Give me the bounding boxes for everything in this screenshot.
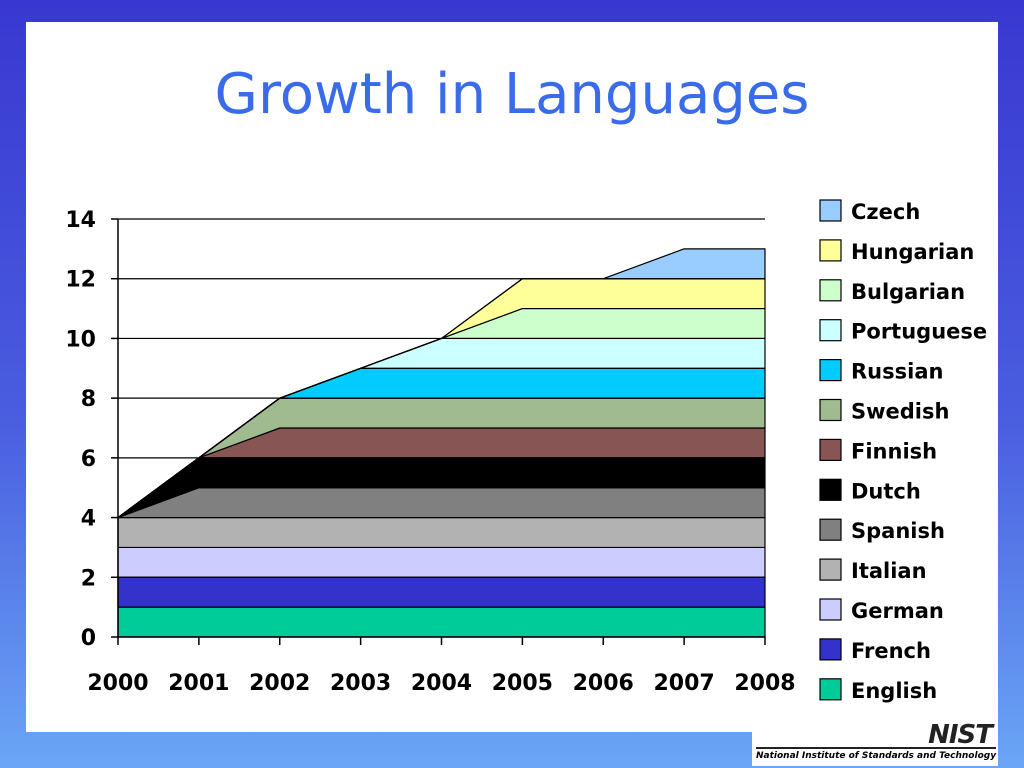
x-tick-label-2001: 2001 — [168, 671, 229, 696]
nist-logo: NIST National Institute of Standards and… — [752, 718, 998, 766]
legend-swatch-czech — [819, 199, 842, 222]
legend-item-swedish: Swedish — [819, 398, 949, 424]
legend-label-english: English — [851, 679, 937, 703]
area-french — [117, 576, 766, 608]
legend-swatch-dutch — [819, 478, 842, 501]
legend-item-czech: Czech — [819, 199, 920, 224]
legend-label-russian: Russian — [851, 360, 943, 384]
legend-item-spanish: Spanish — [819, 518, 945, 543]
chart-gridlines — [118, 218, 765, 578]
y-tick-label-14: 14 — [65, 208, 96, 233]
legend-label-czech: Czech — [851, 200, 920, 224]
legend-item-dutch: Dutch — [819, 478, 921, 503]
legend-swatch-german — [819, 598, 842, 621]
legend-label-dutch: Dutch — [851, 479, 921, 503]
legend-item-french: French — [819, 638, 931, 663]
legend-label-portuguese: Portuguese — [851, 320, 987, 344]
legend-label-swedish: Swedish — [851, 400, 949, 424]
slide-title: Growth in Languages — [214, 62, 810, 127]
legend-swatch-spanish — [819, 518, 842, 541]
legend-item-portuguese: Portuguese — [819, 319, 987, 344]
y-tick-label-4: 4 — [81, 507, 96, 532]
x-tick-label-2005: 2005 — [492, 671, 553, 696]
chart-areas — [117, 248, 766, 638]
x-tick-label-2004: 2004 — [411, 671, 472, 696]
x-tick-label-2006: 2006 — [573, 671, 634, 696]
chart-axes: 0 2 4 6 8 10 12 14 2000 2001 2002 2003 2004 2005 2006 2… — [65, 208, 795, 696]
legend-item-hungarian: Hungarian — [819, 239, 974, 264]
x-tick-label-2002: 2002 — [249, 671, 310, 696]
legend-swatch-finnish — [819, 438, 842, 461]
y-tick-label-2: 2 — [81, 566, 96, 591]
y-tick-label-0: 0 — [81, 626, 96, 651]
legend-label-hungarian: Hungarian — [851, 240, 974, 264]
legend-swatch-swedish — [819, 398, 842, 422]
nist-logo-mark: NIST — [928, 720, 993, 750]
y-tick-label-12: 12 — [65, 268, 96, 293]
legend-label-italian: Italian — [851, 559, 927, 583]
legend-item-german: German — [819, 598, 944, 623]
legend-swatch-portuguese — [819, 319, 842, 342]
legend-swatch-bulgarian — [819, 279, 842, 302]
legend-swatch-russian — [819, 359, 842, 382]
legend-label-german: German — [851, 599, 944, 623]
y-tick-label-10: 10 — [65, 327, 96, 352]
area-spanish — [117, 487, 766, 519]
legend-label-bulgarian: Bulgarian — [851, 280, 965, 304]
area-english — [117, 606, 766, 638]
legend-label-finnish: Finnish — [851, 439, 937, 463]
area-german — [117, 546, 766, 578]
legend-item-english: English — [819, 678, 937, 703]
nist-logo-caption: National Institute of Standards and Tech… — [756, 747, 996, 765]
y-tick-label-6: 6 — [81, 447, 96, 472]
legend-swatch-french — [819, 638, 842, 661]
x-tick-label-2000: 2000 — [87, 671, 148, 696]
area-czech — [117, 248, 766, 519]
legend-item-finnish: Finnish — [819, 438, 937, 463]
x-tick-label-2007: 2007 — [654, 671, 715, 696]
legend-swatch-italian — [819, 558, 842, 581]
legend-item-italian: Italian — [819, 558, 927, 583]
area-italian — [117, 516, 766, 549]
legend-label-french: French — [851, 639, 931, 663]
legend-swatch-english — [819, 678, 842, 701]
x-tick-label-2003: 2003 — [330, 671, 391, 696]
legend-item-russian: Russian — [819, 359, 943, 384]
legend-swatch-hungarian — [819, 239, 842, 262]
chart-legend: Czech Hungarian Bulgarian Portuguese Russian… — [819, 199, 987, 703]
x-tick-label-2008: 2008 — [734, 671, 795, 696]
legend-item-bulgarian: Bulgarian — [819, 279, 965, 304]
y-tick-label-8: 8 — [81, 387, 96, 412]
legend-label-spanish: Spanish — [851, 519, 945, 543]
